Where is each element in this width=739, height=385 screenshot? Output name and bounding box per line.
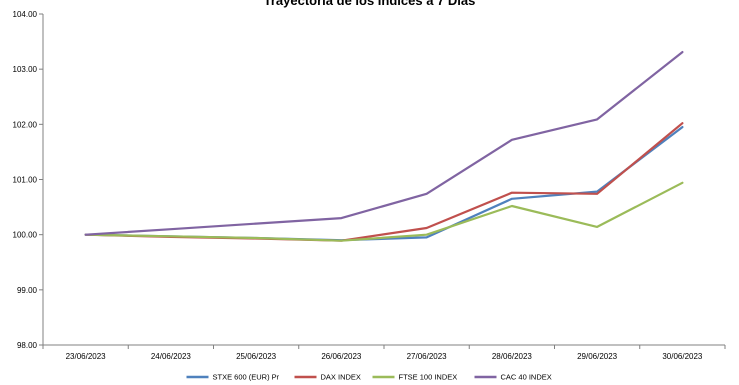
legend-label: DAX INDEX: [321, 373, 361, 382]
y-tick-label: 99.00: [17, 286, 38, 295]
x-tick-label: 27/06/2023: [407, 352, 448, 361]
y-tick-label: 100.00: [13, 231, 38, 240]
legend-label: FTSE 100 INDEX: [399, 373, 458, 382]
y-tick-label: 102.00: [13, 120, 38, 129]
legend-label: STXE 600 (EUR) Pr: [213, 373, 280, 382]
x-tick-label: 23/06/2023: [66, 352, 107, 361]
x-tick-label: 25/06/2023: [236, 352, 277, 361]
y-tick-label: 104.00: [13, 10, 38, 19]
x-tick-label: 29/06/2023: [577, 352, 618, 361]
series-line-dax-index: [84, 122, 684, 242]
legend-item: DAX INDEX: [294, 373, 361, 382]
series-line-stxe-600-eur-pr: [84, 125, 684, 242]
legend-item: FTSE 100 INDEX: [372, 373, 458, 382]
y-tick-label: 103.00: [13, 65, 38, 74]
legend-label: CAC 40 INDEX: [501, 373, 552, 382]
y-tick-label: 98.00: [17, 341, 38, 350]
legend-item: STXE 600 (EUR) Pr: [186, 373, 280, 382]
series-line-cac-40-index: [84, 50, 684, 236]
x-tick-label: 24/06/2023: [151, 352, 192, 361]
x-tick-label: 26/06/2023: [321, 352, 362, 361]
series-line-ftse-100-index: [84, 181, 684, 242]
chart-title: Trayectoria de los Índices a 7 Días: [263, 0, 476, 8]
x-tick-label: 30/06/2023: [662, 352, 703, 361]
y-tick-label: 101.00: [13, 176, 38, 185]
x-tick-label: 28/06/2023: [492, 352, 533, 361]
legend-item: CAC 40 INDEX: [474, 373, 552, 382]
